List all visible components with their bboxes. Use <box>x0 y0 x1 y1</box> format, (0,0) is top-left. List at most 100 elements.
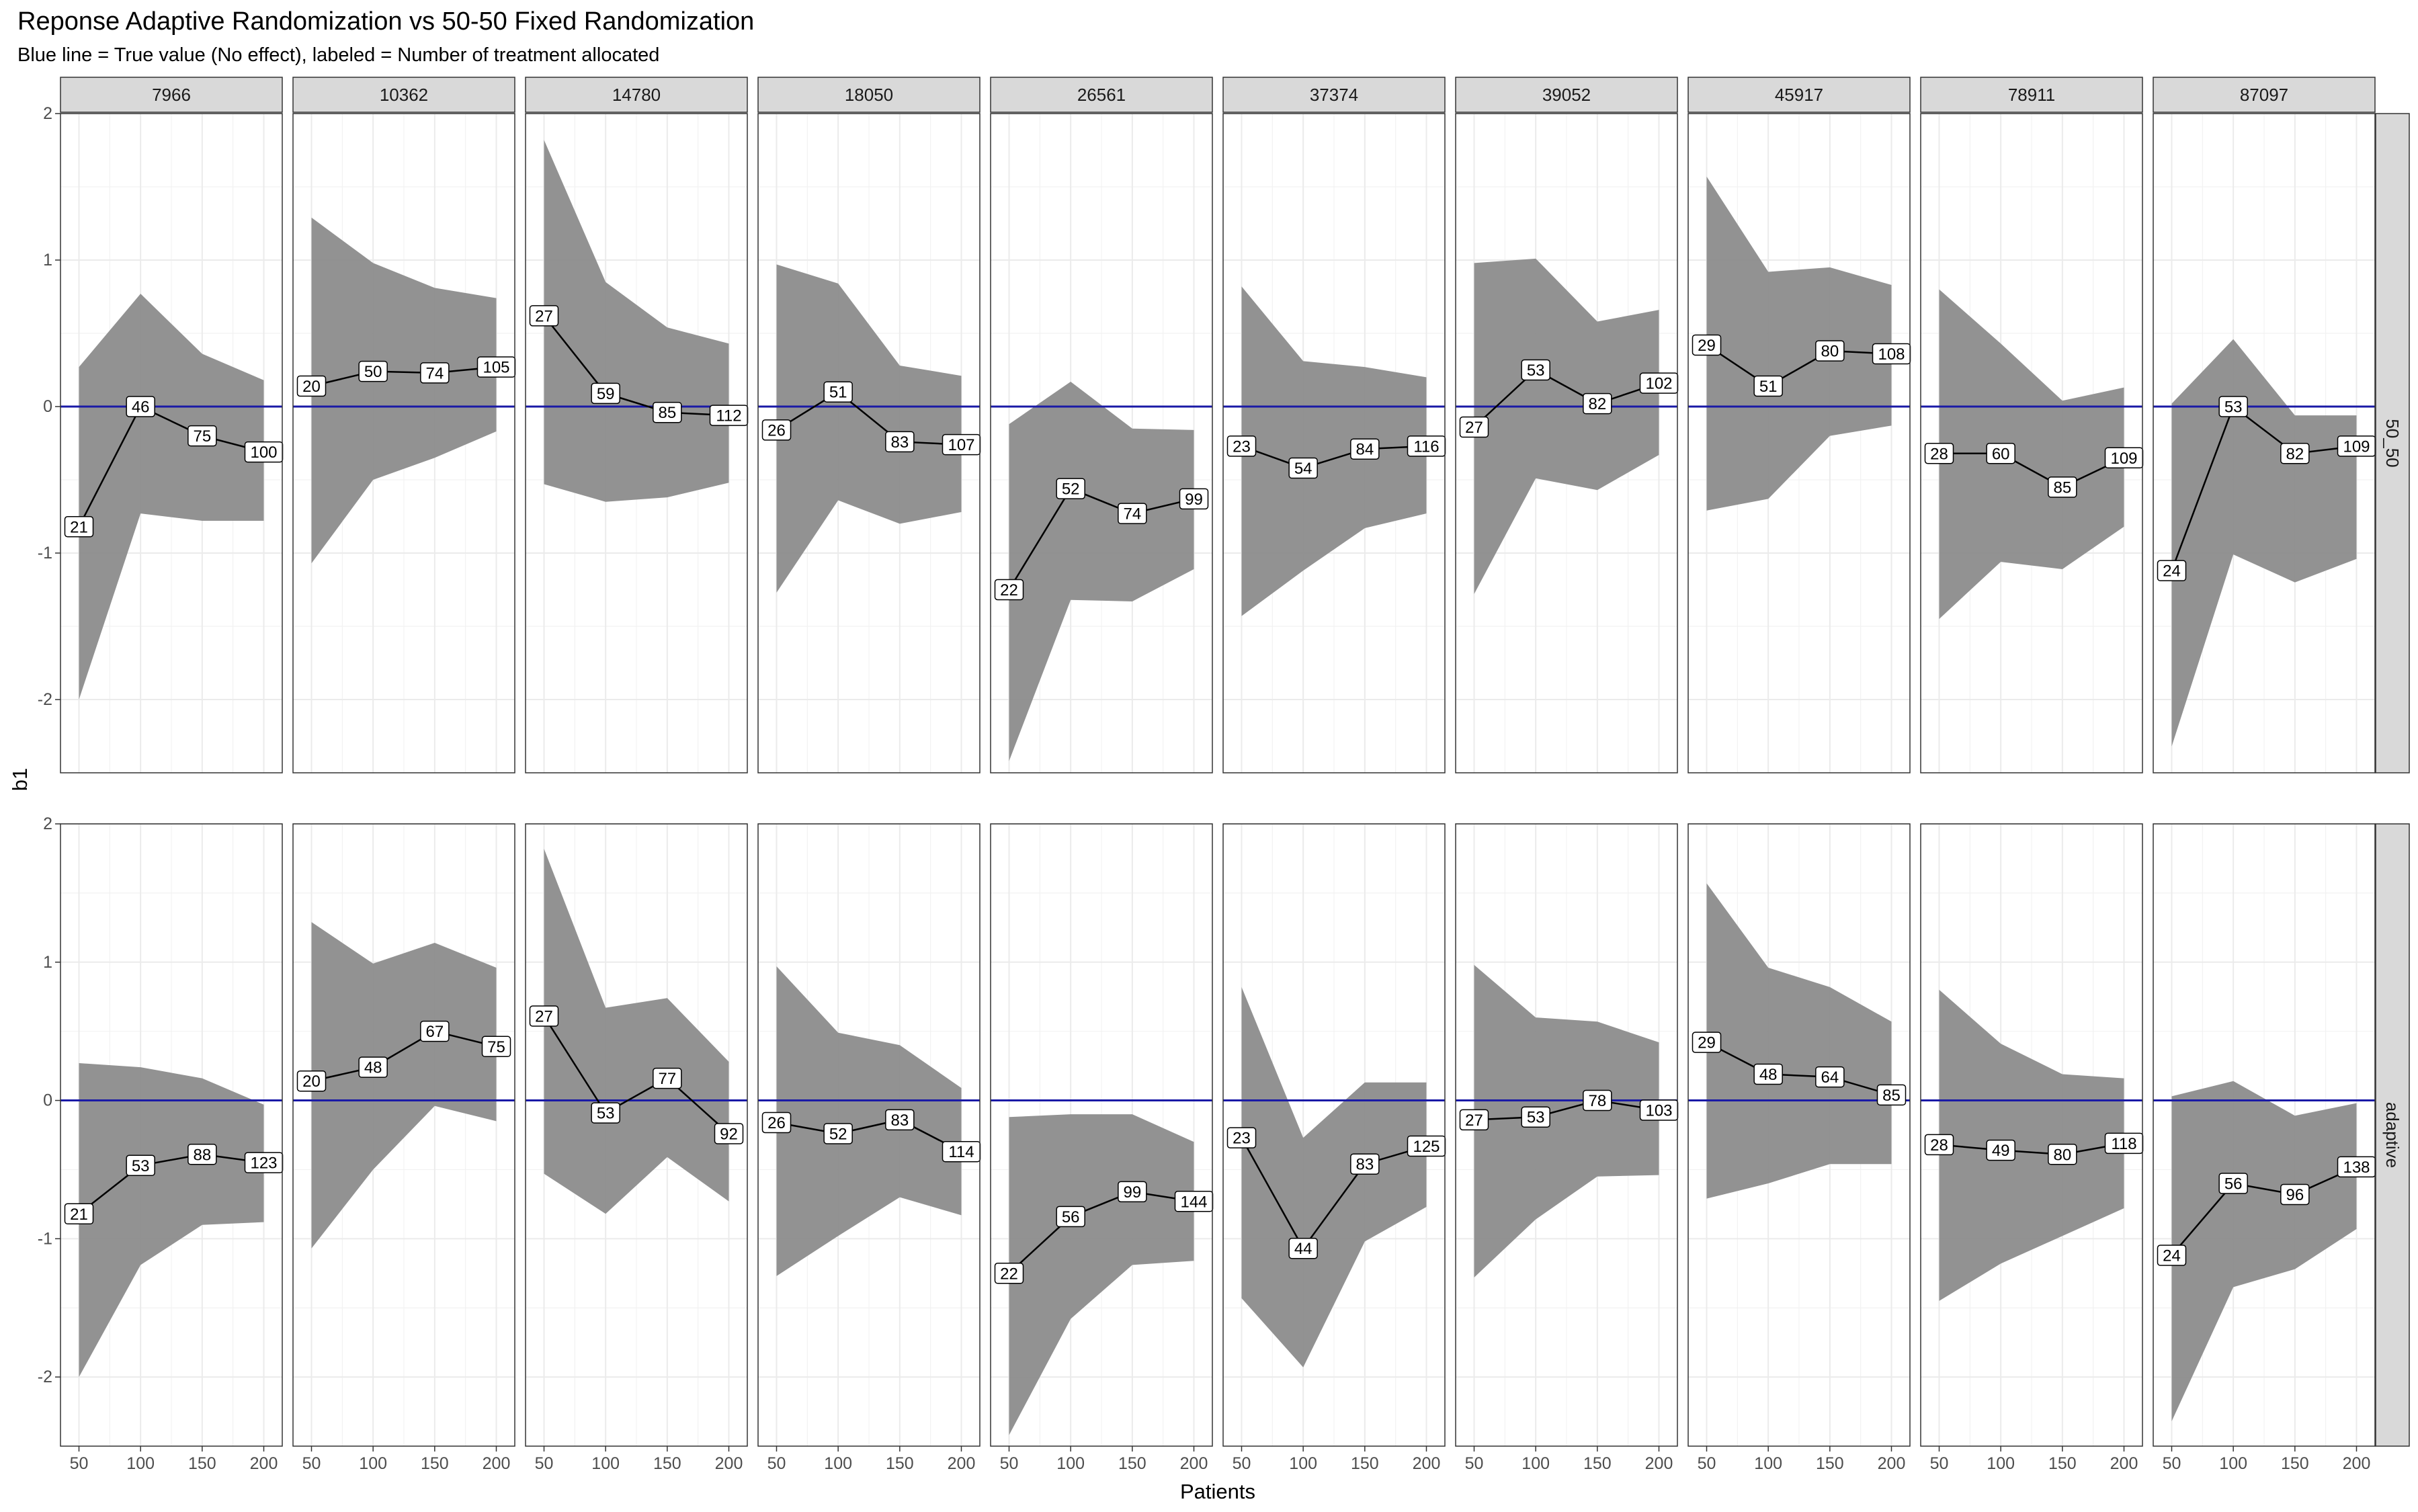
allocation-label: 85 <box>2053 478 2071 497</box>
row-strip-50_50 <box>2375 113 2410 773</box>
x-tick-label: 100 <box>1056 1454 1085 1473</box>
allocation-label: 60 <box>1992 445 2010 463</box>
allocation-label: 82 <box>2286 445 2304 463</box>
allocation-label: 54 <box>1294 460 1312 478</box>
panel-border <box>525 823 748 1447</box>
allocation-label: 21 <box>70 518 88 536</box>
allocation-label: 52 <box>1062 480 1080 499</box>
estimate-line <box>543 315 729 417</box>
x-tick-label: 200 <box>2343 1454 2371 1473</box>
panel-border <box>1920 113 2143 773</box>
allocation-label-box <box>823 381 853 403</box>
allocation-label-box <box>1179 488 1209 510</box>
allocation-label-box <box>2157 1245 2187 1266</box>
allocation-label: 99 <box>1185 491 1203 509</box>
column-strip <box>60 77 283 113</box>
allocation-label-box <box>64 516 94 538</box>
x-tick-label: 100 <box>824 1454 852 1473</box>
allocation-label: 118 <box>2111 1135 2136 1153</box>
allocation-label: 92 <box>720 1125 738 1143</box>
estimate-line <box>1241 445 1427 469</box>
x-tick-label: 150 <box>1118 1454 1147 1473</box>
allocation-label-box <box>358 1056 388 1078</box>
panel-adaptive-87097: 24 56 96 138 50 100 150 200 <box>2153 823 2376 1473</box>
allocation-label: 138 <box>2343 1159 2370 1177</box>
interval-ribbon <box>2171 339 2357 747</box>
panel-50_50-14780: 14780 27 59 85 112 <box>525 77 749 773</box>
panel-50_50-45917: 45917 29 51 80 108 <box>1687 77 1911 773</box>
estimate-line <box>1008 487 1194 591</box>
allocation-label: 27 <box>1465 1111 1483 1130</box>
allocation-label-box <box>1753 1063 1783 1085</box>
allocation-label: 83 <box>1356 1156 1374 1174</box>
allocation-label: 23 <box>1233 1130 1251 1148</box>
allocation-label: 64 <box>1821 1068 1839 1087</box>
interval-ribbon <box>544 140 729 502</box>
x-tick-label: 50 <box>767 1454 786 1473</box>
allocation-label: 51 <box>1759 378 1778 396</box>
allocation-label: 53 <box>1527 362 1545 380</box>
column-strip-label: 10362 <box>380 85 428 105</box>
allocation-label-box <box>358 360 388 382</box>
x-tick-label: 200 <box>2110 1454 2138 1473</box>
panel-50_50-18050: 18050 26 51 83 107 <box>757 77 981 773</box>
allocation-label: 52 <box>829 1125 847 1143</box>
allocation-label: 78 <box>1588 1092 1606 1110</box>
row-strip-adaptive <box>2375 823 2410 1447</box>
allocation-label: 80 <box>2053 1146 2071 1164</box>
allocation-label-box <box>1226 1127 1257 1148</box>
x-tick-label: 50 <box>1465 1454 1484 1473</box>
allocation-label: 28 <box>1930 445 1948 463</box>
column-strip <box>292 77 515 113</box>
panel-border <box>1687 823 1911 1447</box>
allocation-label: 107 <box>948 436 974 454</box>
panel-border <box>1920 823 2143 1447</box>
x-axis-title: Patients <box>1180 1480 1255 1503</box>
panel-border <box>60 113 283 773</box>
allocation-label: 24 <box>2163 562 2181 581</box>
allocation-label-box <box>1056 478 1085 499</box>
allocation-label-box <box>1583 392 1612 415</box>
allocation-label: 53 <box>132 1157 150 1175</box>
allocation-label-box <box>1583 1089 1612 1111</box>
allocation-label: 50 <box>364 363 382 381</box>
allocation-label: 49 <box>1992 1142 2010 1160</box>
allocation-label: 82 <box>1588 395 1606 413</box>
allocation-label: 109 <box>2343 437 2370 456</box>
x-tick-label: 50 <box>70 1454 89 1473</box>
allocation-label: 20 <box>302 1073 321 1091</box>
column-strip-label: 78911 <box>2008 85 2055 105</box>
allocation-label: 75 <box>193 427 211 446</box>
allocation-label-box <box>529 305 559 327</box>
allocation-label: 27 <box>1465 419 1483 437</box>
column-strip <box>990 77 1213 113</box>
allocation-label-box <box>420 1020 450 1042</box>
allocation-label: 48 <box>1759 1066 1778 1084</box>
allocation-label-box <box>187 425 217 447</box>
column-strip-label: 7966 <box>152 85 191 105</box>
allocation-label-box <box>1118 503 1147 524</box>
allocation-label-box <box>994 579 1024 601</box>
allocation-label-box <box>994 1263 1024 1284</box>
allocation-label: 74 <box>1123 505 1141 523</box>
x-tick-label: 150 <box>188 1454 216 1473</box>
estimate-line <box>1939 1142 2124 1156</box>
interval-ribbon <box>1706 883 1892 1199</box>
allocation-label-box <box>1876 1084 1907 1106</box>
column-strip <box>2153 77 2376 113</box>
allocation-label: 84 <box>1356 441 1374 459</box>
allocation-label: 83 <box>890 1111 909 1130</box>
estimate-line <box>78 1153 264 1215</box>
panel-border <box>757 113 981 773</box>
allocation-label-box <box>1350 1153 1380 1175</box>
y-tick-label: -2 <box>38 1368 52 1386</box>
allocation-label-box <box>1288 1237 1318 1259</box>
allocation-label: 96 <box>2286 1186 2304 1204</box>
allocation-label-box <box>126 1154 155 1177</box>
panel-border <box>1687 113 1911 773</box>
allocation-label: 26 <box>767 1114 786 1132</box>
allocation-label-box <box>1350 438 1380 460</box>
allocation-label-box <box>1924 443 1954 464</box>
x-tick-label: 200 <box>1180 1454 1208 1473</box>
